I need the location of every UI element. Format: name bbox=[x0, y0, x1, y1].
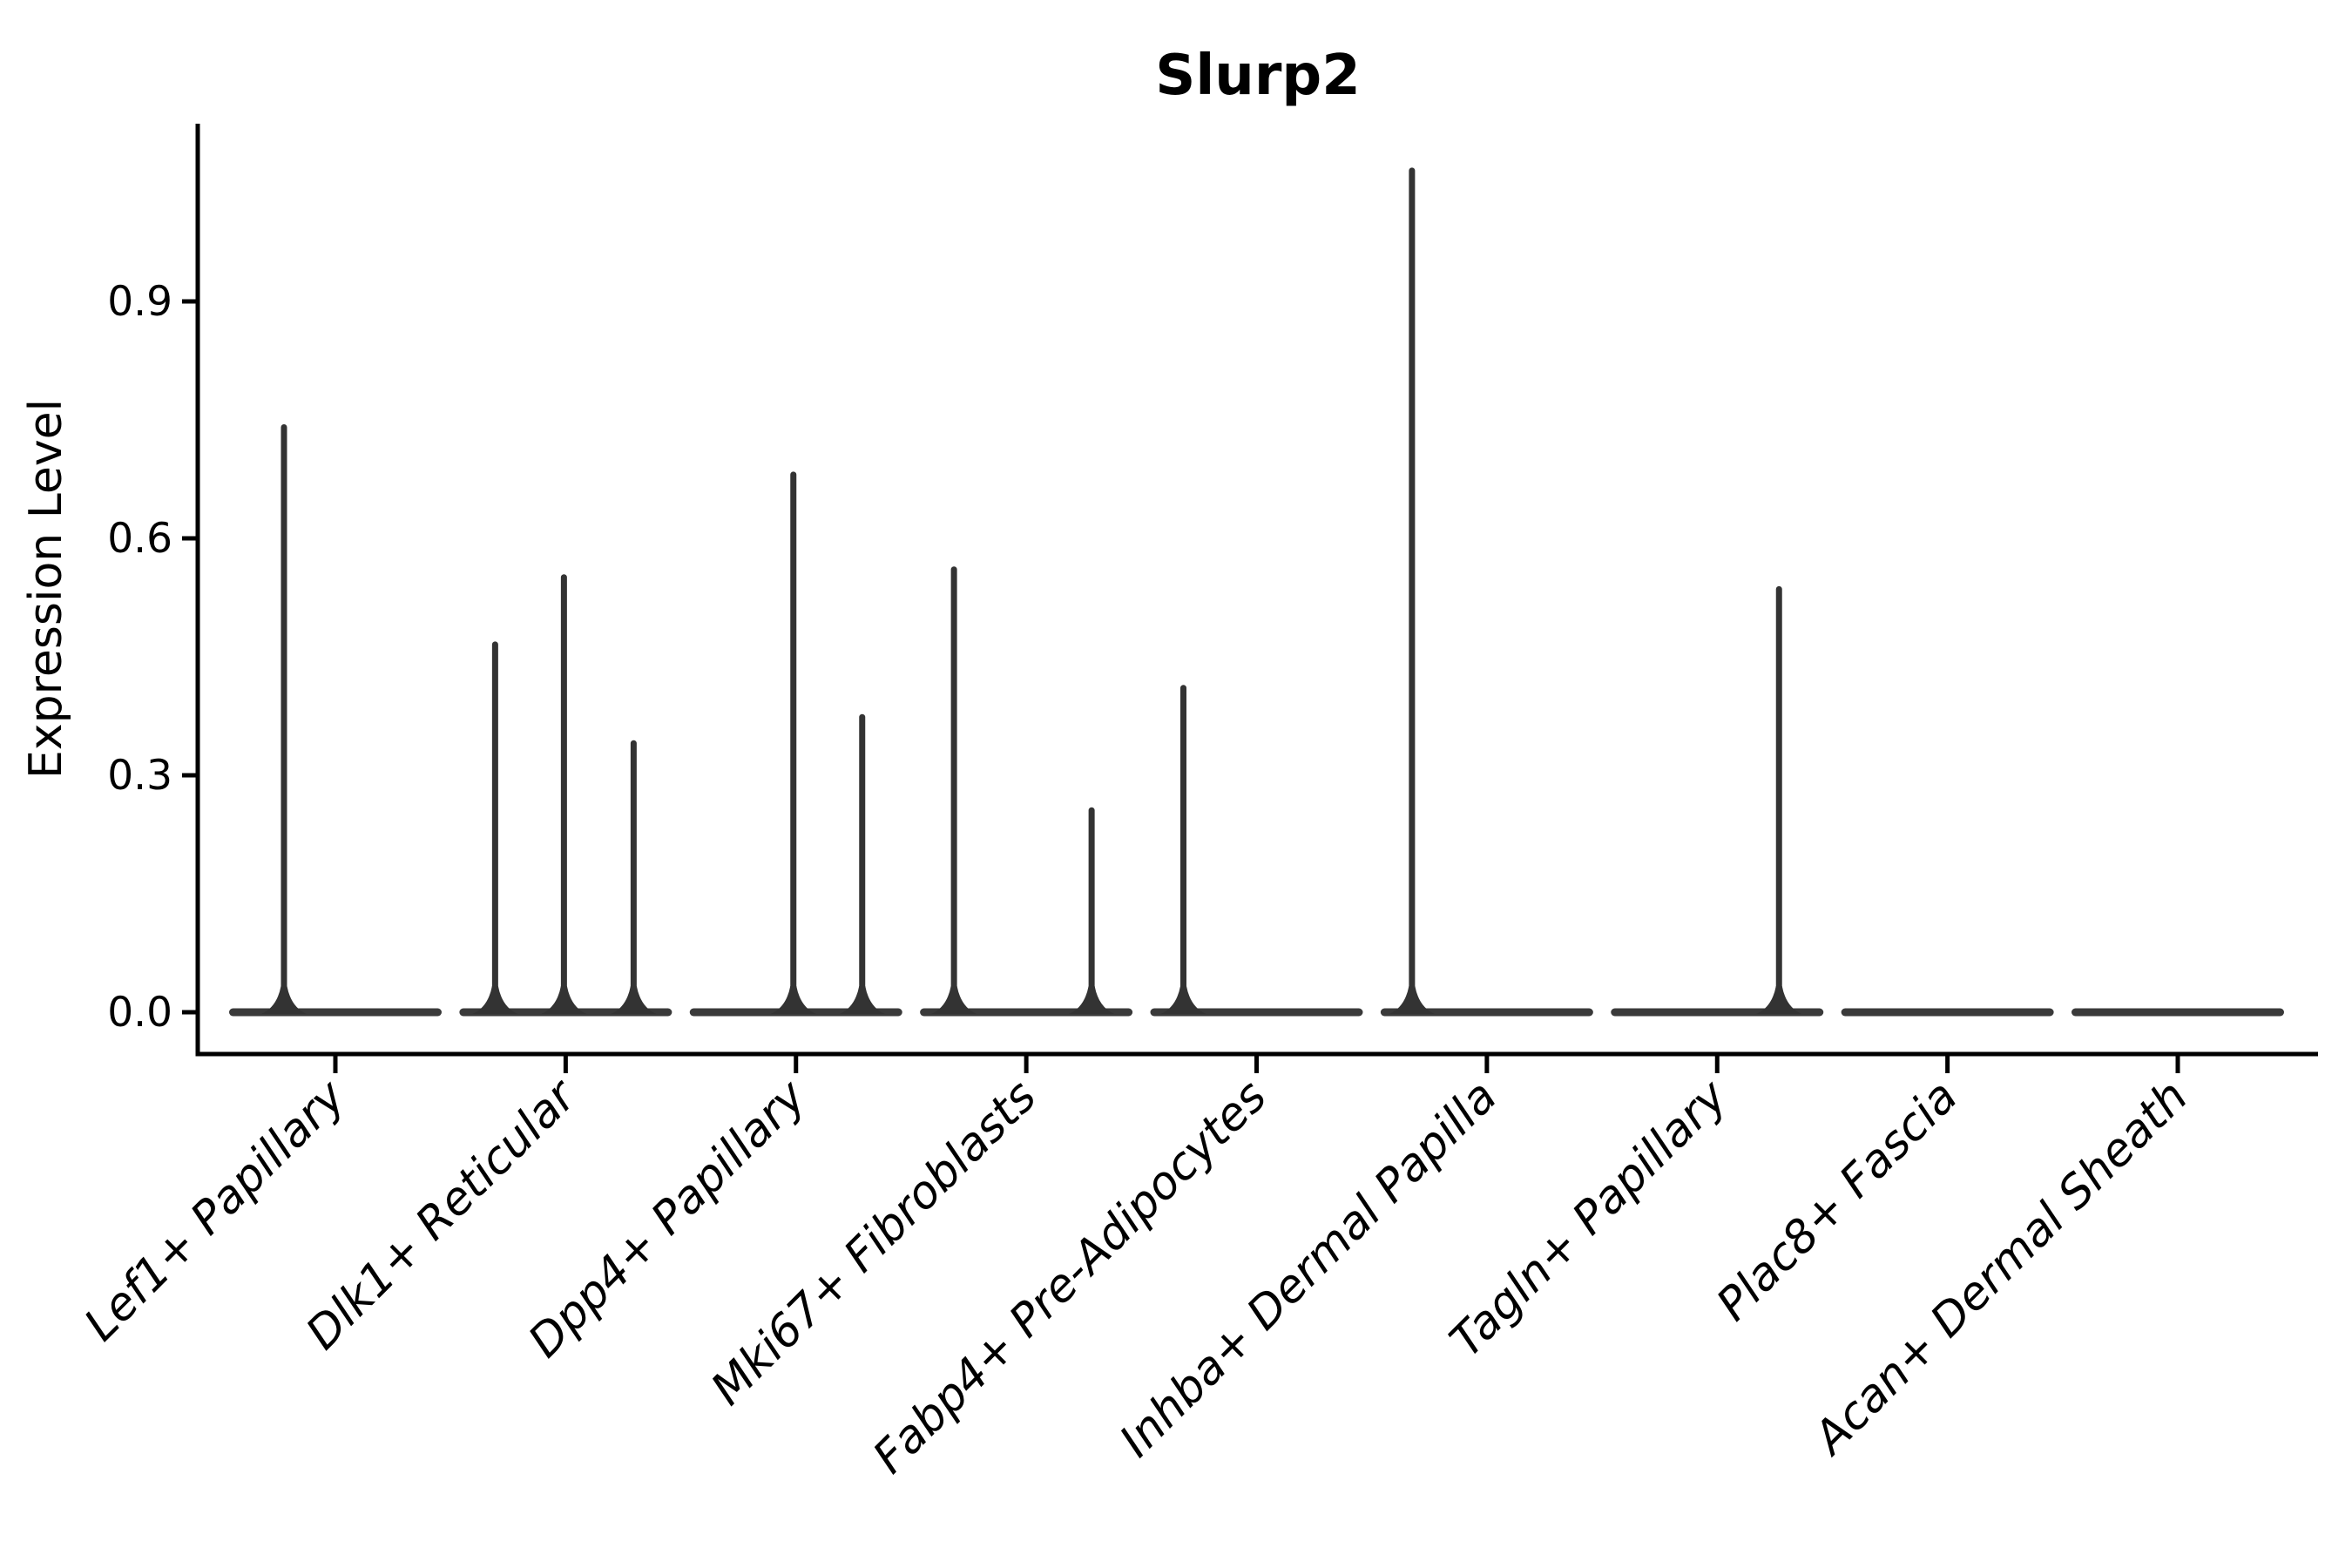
violin-9 bbox=[2072, 1008, 2284, 1017]
y-tick-label: 0.9 bbox=[107, 278, 172, 326]
violin-7 bbox=[1611, 585, 1824, 1017]
y-axis-label: Expression Level bbox=[20, 399, 72, 779]
violin-spike-flare bbox=[1756, 986, 1802, 1014]
violin-spike-flare bbox=[770, 986, 816, 1014]
violin-spike-flare bbox=[261, 986, 307, 1014]
violin-base bbox=[1841, 1008, 2054, 1017]
y-tick-label: 0.6 bbox=[107, 515, 172, 563]
x-tick-label: Plac8+ Fascia bbox=[1707, 1071, 1968, 1331]
violin-1 bbox=[229, 424, 442, 1017]
violin-spike-flare bbox=[1389, 986, 1435, 1014]
y-tick-label: 0.3 bbox=[107, 752, 172, 800]
violin-8 bbox=[1841, 1008, 2054, 1017]
y-tick-label: 0.0 bbox=[107, 989, 172, 1037]
violin-spike-flare bbox=[1069, 986, 1115, 1014]
violin-spike-flare bbox=[541, 986, 587, 1014]
violin-spike-flare bbox=[1160, 986, 1206, 1014]
violin-5 bbox=[1150, 685, 1363, 1017]
violin-spike-flare bbox=[931, 986, 977, 1014]
violin-3 bbox=[689, 471, 902, 1017]
violins-layer bbox=[229, 167, 2284, 1017]
violin-base bbox=[1380, 1008, 1593, 1017]
violin-spike-flare bbox=[472, 986, 518, 1014]
violin-spike-flare bbox=[839, 986, 885, 1014]
violin-base bbox=[2072, 1008, 2284, 1017]
x-tick-label: Fabp4+ Pre-Adipocytes bbox=[863, 1071, 1277, 1484]
violin-6 bbox=[1380, 167, 1593, 1017]
violin-base bbox=[1150, 1008, 1363, 1017]
chart-title: Slurp2 bbox=[1155, 44, 1361, 108]
x-tick-label: Acan+ Dermal Sheath bbox=[1802, 1071, 2198, 1466]
violin-spike-flare bbox=[611, 986, 657, 1014]
x-tick-label: Inhba+ Dermal Papilla bbox=[1110, 1071, 1507, 1468]
violin-4 bbox=[920, 566, 1133, 1017]
axes-layer bbox=[195, 124, 2318, 1057]
violin-2 bbox=[459, 574, 672, 1017]
violin-base bbox=[229, 1008, 442, 1017]
